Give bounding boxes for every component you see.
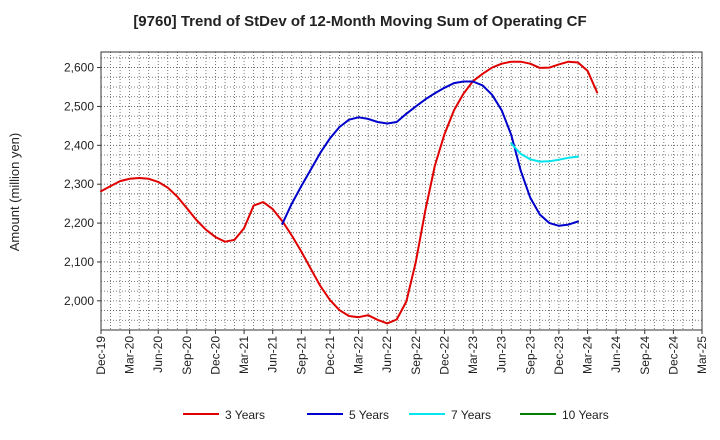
chart-title: [9760] Trend of StDev of 12-Month Moving… (133, 13, 586, 30)
x-axis: Dec-19 Mar-20 Jun-20 Sep-20 Dec-20 Mar-21 Jun-… (94, 330, 709, 375)
x-tick-label: Dec-23 (552, 336, 566, 375)
x-tick-label: Jun-22 (380, 336, 394, 373)
legend-label-3-years: 3 Years (225, 408, 265, 422)
y-tick-label: 2,100 (64, 255, 94, 269)
x-tick-label: Mar-25 (695, 336, 709, 374)
x-tick-label: Mar-21 (237, 336, 251, 374)
y-tick-label: 2,000 (64, 294, 94, 308)
y-tick-label: 2,400 (64, 138, 94, 152)
x-tick-label: Dec-20 (208, 336, 222, 375)
x-tick-label: Sep-21 (294, 336, 308, 375)
legend: 3 Years 5 Years 7 Years 10 Years (183, 408, 609, 422)
x-tick-label: Dec-19 (94, 336, 108, 375)
x-tick-label: Jun-20 (151, 336, 165, 373)
series-line-7-years (510, 142, 579, 163)
x-tick-label: Jun-24 (609, 336, 623, 373)
legend-label-5-years: 5 Years (349, 408, 389, 422)
y-axis: 2,000 2,100 2,200 2,300 2,400 2,500 2,600 (64, 61, 101, 308)
plot-area (100, 51, 703, 331)
y-tick-label: 2,200 (64, 216, 94, 230)
x-tick-label: Sep-24 (638, 336, 652, 375)
x-tick-label: Mar-20 (123, 336, 137, 374)
y-tick-label: 2,500 (64, 99, 94, 113)
y-axis-title: Amount (million yen) (7, 133, 22, 252)
series-line-3-years (100, 60, 599, 325)
x-tick-label: Jun-21 (266, 336, 280, 373)
series-group (100, 60, 599, 325)
x-tick-label: Mar-22 (352, 336, 366, 374)
x-tick-label: Mar-23 (466, 336, 480, 374)
grid (101, 52, 702, 331)
y-tick-label: 2,300 (64, 177, 94, 191)
x-tick-label: Dec-24 (666, 336, 680, 375)
legend-label-7-years: 7 Years (451, 408, 491, 422)
x-tick-label: Sep-20 (180, 336, 194, 375)
x-tick-label: Dec-21 (323, 336, 337, 375)
x-tick-label: Jun-23 (495, 336, 509, 373)
x-tick-label: Dec-22 (437, 336, 451, 375)
x-tick-label: Mar-24 (581, 336, 595, 374)
y-tick-label: 2,600 (64, 61, 94, 75)
series-line-5-years (281, 80, 579, 227)
legend-label-10-years: 10 Years (562, 408, 609, 422)
x-tick-label: Sep-23 (523, 336, 537, 375)
x-tick-label: Sep-22 (409, 336, 423, 375)
